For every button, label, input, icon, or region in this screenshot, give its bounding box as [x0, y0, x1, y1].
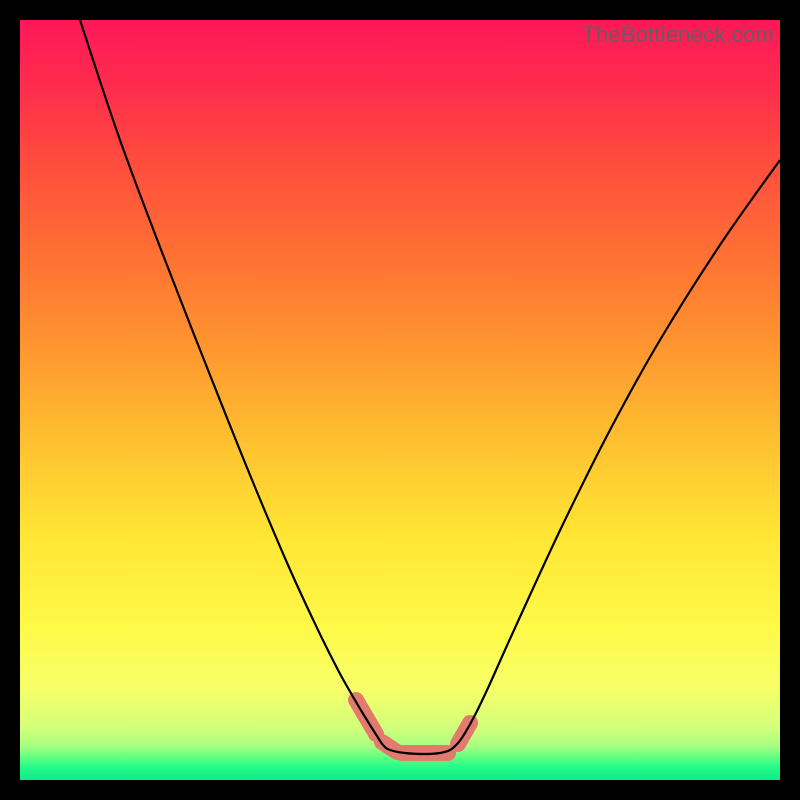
watermark-text: TheBottleneck.com: [582, 22, 774, 48]
curve-layer: [20, 20, 780, 780]
bottleneck-curve: [80, 20, 780, 754]
plot-area: [20, 20, 780, 780]
chart-outer: TheBottleneck.com: [0, 0, 800, 800]
valley-highlight-markers: [356, 700, 470, 753]
